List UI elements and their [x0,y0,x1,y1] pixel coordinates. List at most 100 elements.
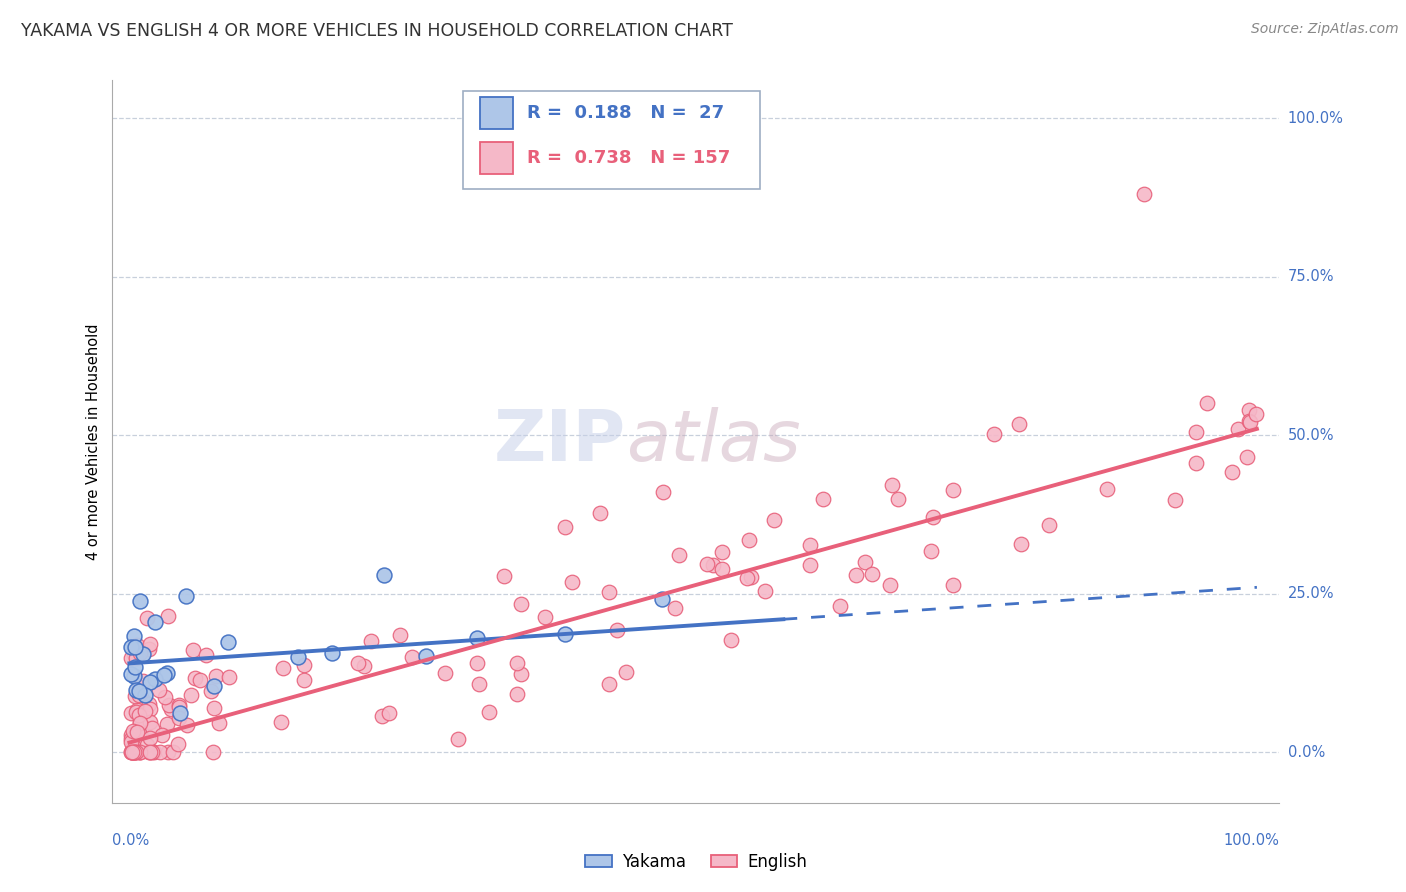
Point [139,674,162,689]
Point [128,745,150,759]
Point [121,745,143,759]
Point [141,745,163,759]
Point [122,745,145,759]
Point [763,513,786,527]
Point [1008,417,1031,431]
Text: 0.0%: 0.0% [112,833,149,848]
Point [124,640,146,655]
Point [122,745,145,759]
Point [128,594,150,608]
Point [136,738,159,752]
Point [506,656,529,670]
Point [128,680,150,694]
Point [138,638,160,652]
Point [373,568,395,582]
Point [138,641,160,656]
Point [184,671,207,685]
Point [711,562,734,576]
Point [668,548,690,562]
Text: 100.0%: 100.0% [1223,833,1279,848]
Point [120,728,142,742]
Point [143,745,166,759]
Point [1185,425,1208,439]
Point [561,575,583,590]
Point [828,599,851,614]
Point [606,624,628,638]
Point [195,648,218,663]
Point [129,715,152,730]
Point [120,745,142,759]
Point [143,672,166,686]
Point [141,721,163,735]
Point [270,715,292,730]
Point [702,558,724,573]
Point [124,651,146,665]
Point [121,745,143,759]
Point [200,684,222,698]
Point [862,567,884,582]
Point [128,684,150,698]
Point [478,705,501,719]
Point [447,731,470,746]
Point [554,626,576,640]
Point [920,544,942,558]
Point [125,706,148,720]
Point [347,656,370,670]
Point [696,558,718,572]
Point [202,701,225,715]
Text: 75.0%: 75.0% [1288,269,1334,285]
Point [138,698,160,712]
Point [1010,537,1032,551]
Point [922,510,945,524]
Point [554,520,576,534]
Point [124,745,146,759]
Point [506,687,529,701]
Y-axis label: 4 or more Vehicles in Household: 4 or more Vehicles in Household [86,323,101,560]
Point [287,650,309,665]
Point [353,659,375,673]
FancyBboxPatch shape [479,142,513,174]
Point [120,650,142,665]
Point [534,610,557,624]
Point [292,673,315,687]
Point [124,745,146,759]
Point [121,745,143,759]
Point [378,706,401,721]
Point [131,718,153,732]
Point [120,735,142,749]
Point [122,647,145,661]
Point [122,740,145,755]
Point [371,709,394,723]
Point [129,647,152,661]
Point [598,584,620,599]
Point [651,592,673,607]
Point [169,706,191,720]
Point [190,673,212,688]
Point [845,567,868,582]
Point [125,638,148,652]
Point [131,691,153,706]
Point [1227,422,1250,436]
Point [136,610,159,624]
Point [174,589,197,603]
Point [799,558,821,572]
Point [120,640,142,655]
Point [181,642,204,657]
Point [433,665,456,680]
Point [122,726,145,740]
Point [1237,402,1260,417]
Point [942,578,965,592]
Point [880,478,903,492]
Point [160,701,183,715]
Point [1239,415,1261,429]
Point [1095,482,1118,496]
Point [167,700,190,714]
Point [1038,517,1060,532]
Point [201,745,224,759]
Point [128,745,150,759]
Point [735,571,758,585]
Point [162,745,184,759]
Text: 0.0%: 0.0% [1288,745,1324,760]
Point [134,689,156,703]
Point [492,569,515,583]
